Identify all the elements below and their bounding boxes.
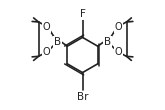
Text: O: O <box>115 22 122 32</box>
Text: O: O <box>115 47 122 57</box>
Text: B: B <box>54 37 61 47</box>
Text: O: O <box>43 22 50 32</box>
Text: O: O <box>43 47 50 57</box>
Text: F: F <box>80 9 85 19</box>
Text: Br: Br <box>77 92 88 102</box>
Text: B: B <box>104 37 111 47</box>
